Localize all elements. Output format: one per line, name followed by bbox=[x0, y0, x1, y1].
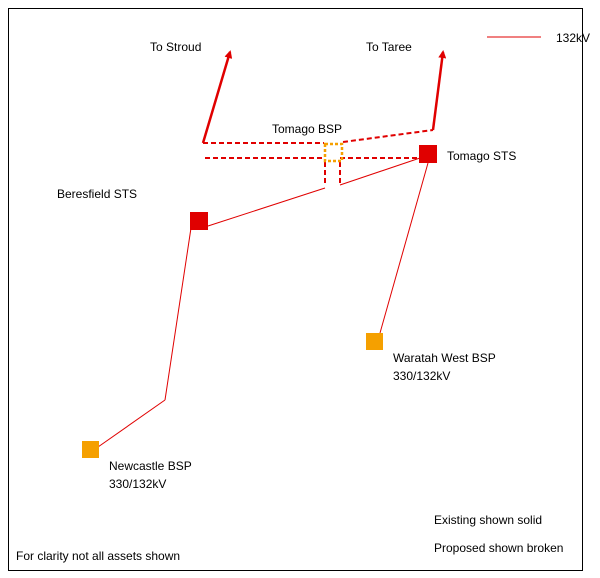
tomago-sts bbox=[419, 145, 437, 163]
direction-label: To Stroud bbox=[150, 40, 201, 54]
direction-label: To Taree bbox=[366, 40, 412, 54]
tomago-bsp bbox=[323, 142, 344, 163]
node-label: Tomago STS bbox=[447, 149, 516, 163]
proposed-lines bbox=[203, 129, 434, 186]
node-label: Waratah West BSP bbox=[393, 351, 496, 365]
beresfield-sts bbox=[190, 212, 208, 230]
node-sublabel: 330/132kV bbox=[109, 477, 166, 491]
node-sublabel: 330/132kV bbox=[393, 369, 450, 383]
node-label: Beresfield STS bbox=[57, 187, 137, 201]
node-label: Tomago BSP bbox=[272, 122, 342, 136]
note: Existing shown solid bbox=[434, 513, 542, 527]
existing-lines bbox=[97, 157, 429, 448]
arrow-stroud bbox=[201, 50, 233, 144]
legend-label: 132kV bbox=[556, 31, 590, 45]
waratah-west-bsp bbox=[366, 333, 383, 350]
newcastle-bsp bbox=[82, 441, 99, 458]
arrow-taree bbox=[431, 50, 447, 131]
node-label: Newcastle BSP bbox=[109, 459, 192, 473]
frame bbox=[8, 8, 583, 571]
note: For clarity not all assets shown bbox=[16, 549, 180, 563]
note: Proposed shown broken bbox=[434, 541, 563, 555]
